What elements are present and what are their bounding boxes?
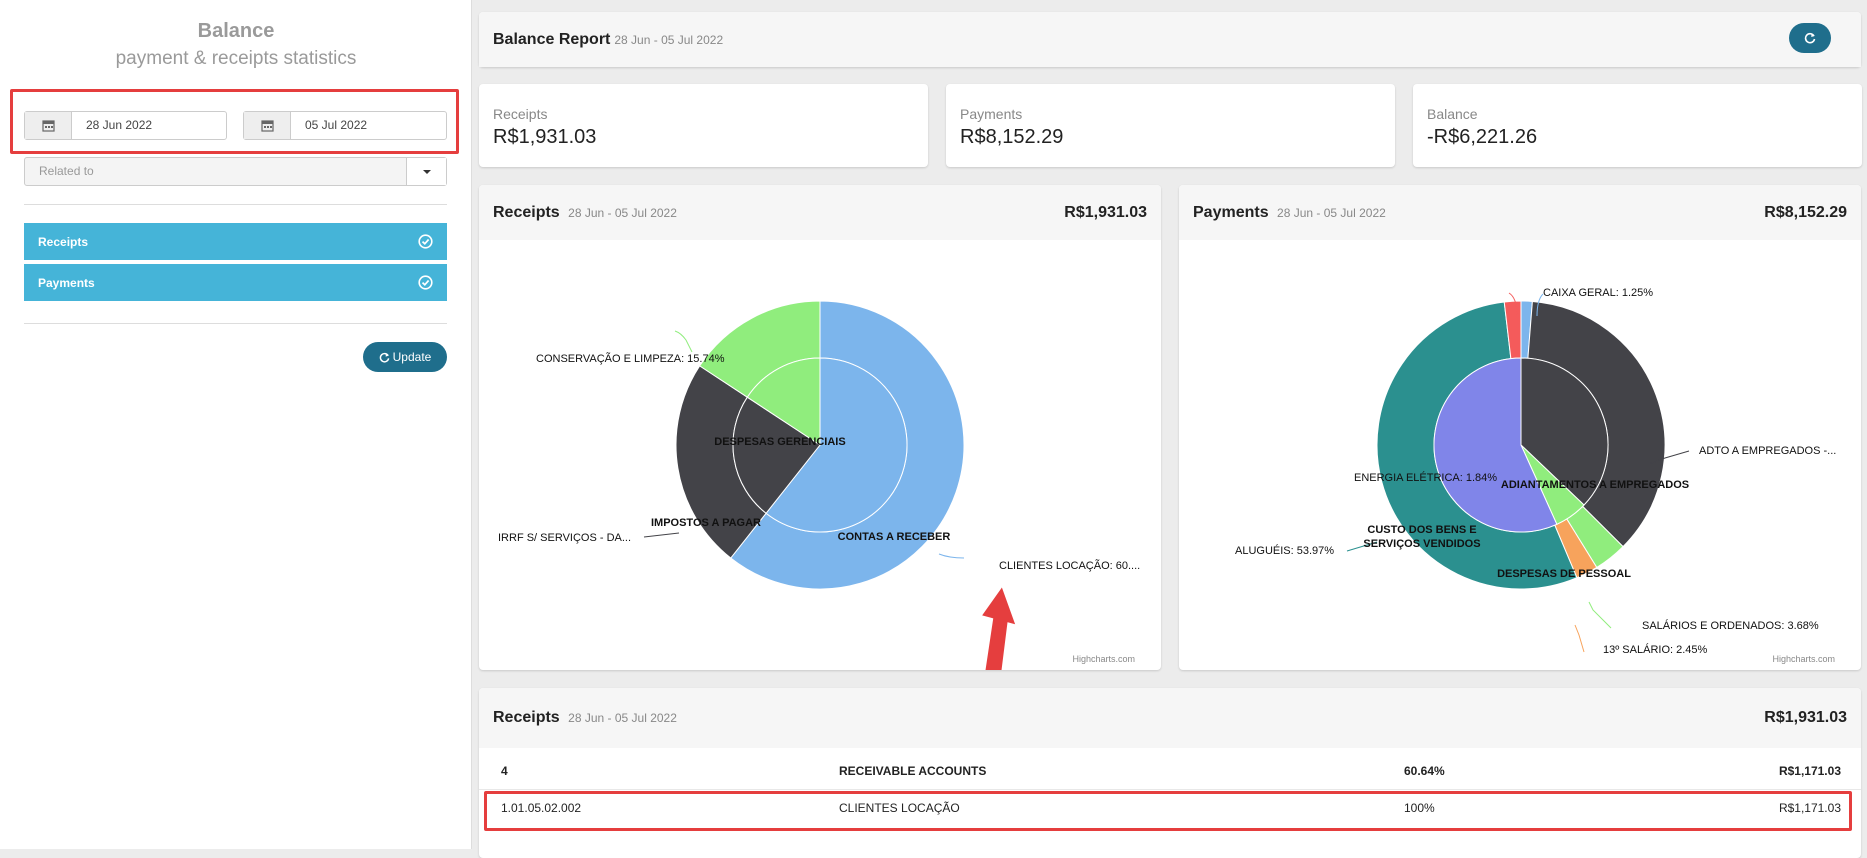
payments-toggle[interactable]: Payments bbox=[24, 264, 447, 301]
divider bbox=[24, 204, 447, 205]
payments-toggle-label: Payments bbox=[38, 275, 95, 290]
refresh-icon bbox=[379, 352, 389, 362]
payments-chart-total: R$8,152.29 bbox=[1764, 203, 1847, 221]
table-date: 28 Jun - 05 Jul 2022 bbox=[568, 711, 677, 725]
date-to-value: 05 Jul 2022 bbox=[305, 118, 368, 132]
row-percent: 60.64% bbox=[1404, 764, 1445, 778]
table-row[interactable]: 1.01.05.02.002 CLIENTES LOCAÇÃO 100% R$1… bbox=[479, 789, 1861, 825]
divider bbox=[24, 323, 447, 324]
payments-pie-chart: ENERGIA ELÉTRICA: 1.84% CAIXA GERAL: 1.2… bbox=[1235, 287, 1836, 664]
receipts-toggle[interactable]: Receipts bbox=[24, 223, 447, 260]
pie-inner-label-despesas-pessoal: DESPESAS DE PESSOAL bbox=[1497, 568, 1631, 580]
report-title: Balance Report bbox=[493, 30, 611, 48]
pie-label-irrf: IRRF S/ SERVIÇOS - DA... bbox=[498, 532, 631, 544]
row-amount: R$1,171.03 bbox=[1778, 764, 1841, 778]
stat-label: Payments bbox=[960, 106, 1023, 122]
pie-label-clientes: CLIENTES LOCAÇÃO: 60.... bbox=[999, 559, 1140, 572]
table-total: R$1,931.03 bbox=[1764, 709, 1847, 726]
receipts-stat-card: Receipts R$1,931.03 bbox=[479, 84, 928, 167]
red-arrow bbox=[977, 587, 1016, 670]
pie-label-13-salario: 13º SALÁRIO: 2.45% bbox=[1603, 643, 1708, 656]
row-amount: R$1,171.03 bbox=[1778, 801, 1841, 815]
receipts-table-card: Receipts 28 Jun - 05 Jul 2022 R$1,931.03… bbox=[479, 688, 1861, 858]
pie-inner-label-adiantamentos: ADIANTAMENTOS A EMPREGADOS bbox=[1501, 479, 1689, 491]
payments-inner-slice-custo-dos-bens-e-servicos-vendidos[interactable] bbox=[1433, 357, 1558, 533]
receipts-inner-slice-impostos-a-pagar[interactable] bbox=[732, 396, 821, 514]
check-circle-icon bbox=[418, 234, 433, 249]
pie-inner-label-despesas: DESPESAS GERENCIAIS bbox=[714, 436, 845, 448]
date-to-field[interactable]: 05 Jul 2022 bbox=[243, 111, 447, 140]
highlight-box bbox=[484, 791, 1852, 831]
balance-stat-card: Balance -R$6,221.26 bbox=[1413, 84, 1862, 167]
update-button[interactable]: Update bbox=[363, 342, 447, 372]
table-title: Receipts bbox=[493, 709, 560, 726]
stat-value: R$1,931.03 bbox=[493, 126, 597, 148]
payments-chart-date: 28 Jun - 05 Jul 2022 bbox=[1277, 205, 1386, 220]
stat-label: Receipts bbox=[493, 106, 548, 122]
pie-inner-label-contas: CONTAS A RECEBER bbox=[838, 531, 951, 543]
pie-label-salarios: SALÁRIOS E ORDENADOS: 3.68% bbox=[1642, 619, 1819, 632]
payments-chart-card: Payments 28 Jun - 05 Jul 2022 R$8,152.29… bbox=[1179, 185, 1861, 670]
receipts-toggle-label: Receipts bbox=[38, 234, 89, 249]
stat-value: -R$6,221.26 bbox=[1427, 126, 1538, 148]
receipts-inner-slice-despesas-gerenciais[interactable] bbox=[746, 357, 821, 446]
update-button-label: Update bbox=[392, 350, 432, 364]
pie-label-conservacao: CONSERVAÇÃO E LIMPEZA: 15.74% bbox=[536, 352, 725, 365]
pie-inner-label-impostos: IMPOSTOS A PAGAR bbox=[651, 517, 761, 529]
sidebar-subtitle: payment & receipts statistics bbox=[115, 48, 357, 69]
caret-down-icon[interactable] bbox=[406, 158, 446, 185]
payments-stat-card: Payments R$8,152.29 bbox=[946, 84, 1395, 167]
receipts-chart-total: R$1,931.03 bbox=[1064, 203, 1147, 221]
check-circle-icon bbox=[418, 275, 433, 290]
date-from-value: 28 Jun 2022 bbox=[86, 118, 153, 132]
report-header: Balance Report 28 Jun - 05 Jul 2022 bbox=[479, 12, 1861, 67]
receipts-pie-chart: CONSERVAÇÃO E LIMPEZA: 15.74% IRRF S/ SE… bbox=[498, 300, 1140, 670]
row-code: 4 bbox=[501, 764, 508, 778]
calendar-icon bbox=[25, 112, 72, 139]
pie-inner-label-custo-line2: SERVIÇOS VENDIDOS bbox=[1363, 538, 1480, 550]
row-name: CLIENTES LOCAÇÃO bbox=[839, 801, 960, 815]
receipts-chart-title: Receipts bbox=[493, 203, 560, 221]
row-code: 1.01.05.02.002 bbox=[501, 801, 582, 815]
table-row[interactable]: 4 RECEIVABLE ACCOUNTS 60.64% R$1,171.03 bbox=[479, 753, 1861, 789]
payments-chart-title: Payments bbox=[1193, 203, 1269, 221]
refresh-button[interactable] bbox=[1789, 23, 1831, 53]
stat-value: R$8,152.29 bbox=[960, 126, 1064, 148]
refresh-icon bbox=[1804, 32, 1816, 44]
stat-label: Balance bbox=[1427, 106, 1478, 122]
row-name: RECEIVABLE ACCOUNTS bbox=[839, 764, 987, 778]
related-to-placeholder: Related to bbox=[39, 164, 94, 178]
row-percent: 100% bbox=[1404, 801, 1435, 815]
calendar-icon bbox=[244, 112, 291, 139]
pie-label-adto: ADTO A EMPREGADOS -... bbox=[1699, 445, 1836, 457]
pie-label-caixa: CAIXA GERAL: 1.25% bbox=[1543, 287, 1653, 299]
pie-label-alugueis: ALUGUÉIS: 53.97% bbox=[1235, 544, 1334, 557]
payments-inner-slice-adiantamentos-a-empregados[interactable] bbox=[1520, 357, 1609, 506]
receipts-chart-card: Receipts 28 Jun - 05 Jul 2022 R$1,931.03… bbox=[479, 185, 1161, 670]
receipts-chart-date: 28 Jun - 05 Jul 2022 bbox=[568, 205, 677, 220]
chart-credit: Highcharts.com bbox=[1072, 654, 1135, 664]
pie-label-energia: ENERGIA ELÉTRICA: 1.84% bbox=[1354, 471, 1497, 484]
related-to-select[interactable]: Related to bbox=[24, 157, 447, 186]
highlight-box bbox=[10, 89, 459, 154]
sidebar: Balance payment & receipts statistics 28… bbox=[0, 0, 472, 849]
chart-credit: Highcharts.com bbox=[1772, 654, 1835, 664]
receipts-inner-slice-contas-a-receber[interactable] bbox=[765, 357, 908, 533]
pie-inner-label-custo-line1: CUSTO DOS BENS E bbox=[1367, 524, 1476, 536]
date-from-field[interactable]: 28 Jun 2022 bbox=[24, 111, 227, 140]
sidebar-title: Balance bbox=[197, 20, 275, 42]
report-date-range: 28 Jun - 05 Jul 2022 bbox=[614, 32, 724, 47]
